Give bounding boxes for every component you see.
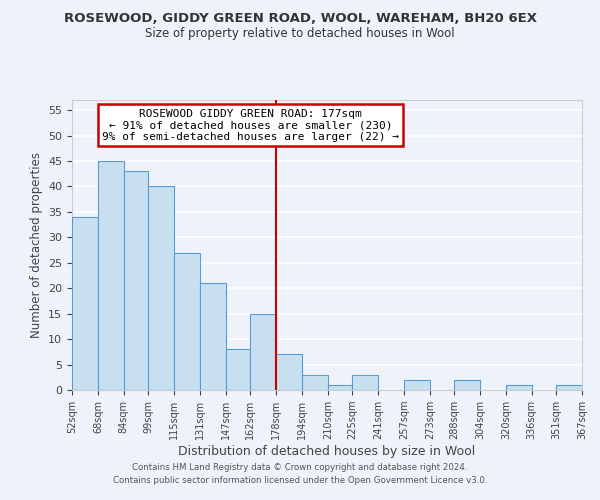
Bar — [556, 385, 582, 390]
Bar — [506, 385, 532, 390]
Bar — [98, 161, 124, 390]
Text: Contains public sector information licensed under the Open Government Licence v3: Contains public sector information licen… — [113, 476, 487, 485]
X-axis label: Distribution of detached houses by size in Wool: Distribution of detached houses by size … — [178, 445, 476, 458]
Bar — [124, 171, 148, 390]
Bar — [454, 380, 480, 390]
Bar — [226, 350, 250, 390]
Bar — [352, 374, 378, 390]
Bar — [276, 354, 302, 390]
Bar — [72, 217, 98, 390]
Bar — [328, 385, 352, 390]
Text: Contains HM Land Registry data © Crown copyright and database right 2024.: Contains HM Land Registry data © Crown c… — [132, 464, 468, 472]
Text: ROSEWOOD, GIDDY GREEN ROAD, WOOL, WAREHAM, BH20 6EX: ROSEWOOD, GIDDY GREEN ROAD, WOOL, WAREHA… — [64, 12, 536, 26]
Bar — [148, 186, 174, 390]
Bar — [250, 314, 276, 390]
Bar — [404, 380, 430, 390]
Bar — [200, 283, 226, 390]
Y-axis label: Number of detached properties: Number of detached properties — [29, 152, 43, 338]
Bar — [302, 374, 328, 390]
Text: Size of property relative to detached houses in Wool: Size of property relative to detached ho… — [145, 28, 455, 40]
Bar — [174, 252, 200, 390]
Text: ROSEWOOD GIDDY GREEN ROAD: 177sqm
← 91% of detached houses are smaller (230)
9% : ROSEWOOD GIDDY GREEN ROAD: 177sqm ← 91% … — [102, 108, 399, 142]
